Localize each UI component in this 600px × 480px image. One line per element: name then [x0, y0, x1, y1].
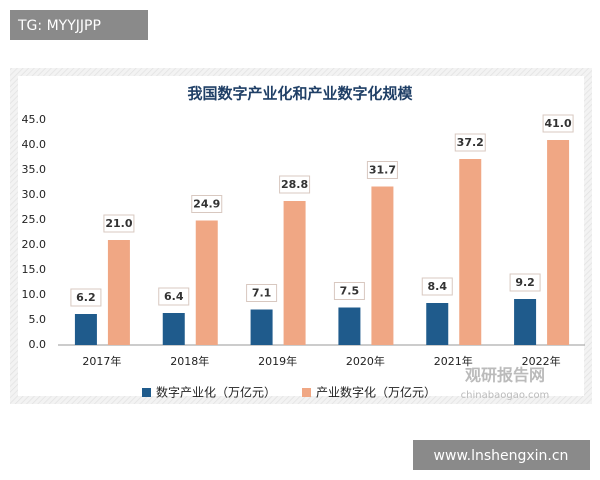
- value-label-box: [103, 214, 135, 233]
- value-label-box: [246, 284, 278, 302]
- value-label-box: [279, 175, 311, 194]
- x-tick-label: 2018年: [170, 354, 209, 368]
- value-label-box: [70, 288, 102, 307]
- bar: [338, 307, 361, 345]
- x-tick-label: 2017年: [82, 354, 121, 368]
- x-tick-label: 2022年: [522, 354, 561, 368]
- value-label: 21.0: [105, 217, 132, 230]
- legend-swatch: [302, 388, 311, 397]
- y-tick-label: 20.0: [22, 238, 47, 251]
- bar: [514, 299, 537, 345]
- value-label: 37.2: [457, 136, 484, 149]
- bar: [547, 140, 570, 345]
- y-tick-label: 40.0: [22, 138, 47, 151]
- value-label: 9.2: [515, 276, 535, 289]
- tag-box: [10, 10, 148, 40]
- legend-swatch: [142, 388, 151, 397]
- y-tick-label: 5.0: [29, 313, 47, 326]
- y-tick-label: 45.0: [22, 113, 47, 126]
- watermark-url: chinabaogao.com: [461, 390, 550, 401]
- bar: [74, 314, 97, 345]
- y-tick-label: 25.0: [22, 213, 47, 226]
- value-label: 8.4: [428, 280, 448, 293]
- x-tick-label: 2020年: [346, 354, 385, 368]
- bar: [195, 220, 218, 345]
- footer-box: [413, 440, 590, 470]
- value-label-box: [158, 287, 190, 306]
- y-tick-label: 15.0: [22, 263, 47, 276]
- bar: [283, 201, 306, 345]
- value-label-box: [454, 133, 486, 152]
- value-label-box: [191, 195, 223, 213]
- value-label-box: [366, 161, 398, 179]
- value-label: 41.0: [545, 117, 572, 130]
- bar: [107, 240, 130, 345]
- footer-site: www.lnshengxin.cn: [434, 448, 569, 464]
- y-tick-label: 10.0: [22, 288, 47, 301]
- bar: [426, 303, 449, 345]
- value-label-box: [421, 277, 453, 296]
- y-tick-label: 35.0: [22, 163, 47, 176]
- legend-label: 数字产业化（万亿元）: [156, 385, 276, 400]
- bar: [162, 313, 185, 345]
- watermark-name: 观研报告网: [465, 366, 545, 385]
- y-tick-label: 30.0: [22, 188, 47, 201]
- value-label: 24.9: [193, 198, 220, 211]
- y-tick-label: 0.0: [29, 338, 47, 351]
- value-label: 7.1: [252, 287, 272, 300]
- bar: [371, 186, 394, 345]
- value-label-box: [333, 282, 365, 300]
- x-tick-label: 2021年: [434, 354, 473, 368]
- value-label: 7.5: [340, 285, 360, 298]
- chart-title: 我国数字产业化和产业数字化规模: [187, 85, 413, 103]
- legend-label: 产业数字化（万亿元）: [316, 385, 436, 400]
- value-label: 6.4: [164, 290, 184, 303]
- value-label-box: [509, 273, 541, 292]
- bar: [459, 159, 482, 345]
- x-tick-label: 2019年: [258, 354, 297, 368]
- value-label: 6.2: [76, 291, 96, 304]
- value-label: 31.7: [369, 164, 396, 177]
- value-label: 28.8: [281, 178, 308, 191]
- bar: [250, 309, 273, 345]
- value-label-box: [542, 114, 574, 133]
- tag: TG: MYYJJPP: [17, 18, 101, 34]
